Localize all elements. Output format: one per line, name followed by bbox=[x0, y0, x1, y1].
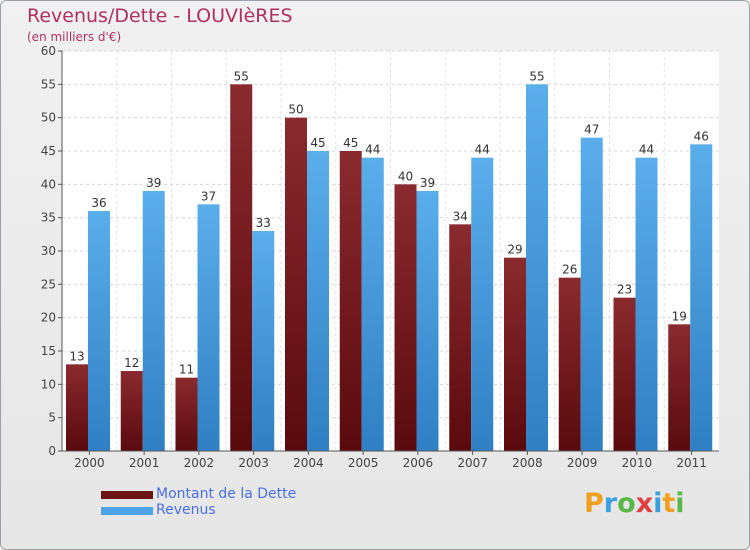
data-label: 44 bbox=[639, 143, 654, 157]
data-label: 55 bbox=[529, 69, 544, 83]
bar-dette bbox=[449, 224, 472, 451]
bar-revenus bbox=[307, 151, 329, 451]
data-label: 39 bbox=[420, 176, 435, 190]
bars-layer bbox=[66, 84, 713, 452]
x-tick-label: 2004 bbox=[293, 456, 324, 470]
data-label: 23 bbox=[617, 283, 632, 297]
x-tick-label: 2002 bbox=[184, 456, 215, 470]
x-tick-label: 2006 bbox=[403, 456, 434, 470]
bar-revenus bbox=[471, 157, 494, 451]
y-tick-label: 5 bbox=[48, 411, 56, 425]
bar-revenus bbox=[526, 84, 548, 451]
bar-dette bbox=[504, 257, 526, 451]
data-label: 36 bbox=[91, 196, 106, 210]
logo-letter: i bbox=[675, 488, 685, 519]
bar-dette bbox=[613, 297, 636, 451]
y-tick-label: 50 bbox=[41, 111, 56, 125]
data-label: 11 bbox=[179, 363, 194, 377]
bar-dette bbox=[558, 277, 581, 451]
bar-revenus bbox=[416, 191, 439, 451]
y-tick-label: 15 bbox=[41, 344, 56, 358]
y-tick-label: 25 bbox=[41, 277, 56, 291]
legend-label-revenus: Revenus bbox=[156, 502, 216, 518]
data-label: 19 bbox=[672, 309, 687, 323]
data-label: 33 bbox=[256, 216, 271, 230]
chart-subtitle: (en milliers d'€) bbox=[27, 30, 122, 44]
x-tick-label: 2005 bbox=[348, 456, 379, 470]
y-tick-label: 20 bbox=[41, 311, 56, 325]
axis-layer: 0 5 10 15 20 25 30 35 40 45 50 55 60 2000 2001 2002 2003… bbox=[41, 44, 719, 470]
x-tick-label: 2008 bbox=[512, 456, 543, 470]
bar-revenus bbox=[252, 231, 275, 451]
bar-dette bbox=[66, 364, 88, 451]
data-label: 44 bbox=[475, 143, 490, 157]
legend-label-dette: Montant de la Dette bbox=[156, 486, 297, 502]
data-label: 55 bbox=[234, 69, 249, 83]
y-tick-label: 60 bbox=[41, 44, 56, 58]
logo-letter: t bbox=[662, 488, 676, 519]
x-tick-label: 2010 bbox=[622, 456, 653, 470]
bar-revenus bbox=[690, 144, 713, 452]
data-label: 29 bbox=[507, 243, 522, 257]
data-label: 45 bbox=[343, 136, 358, 150]
x-tick-label: 2011 bbox=[676, 456, 707, 470]
data-label: 47 bbox=[584, 123, 599, 137]
data-label: 50 bbox=[288, 103, 303, 117]
bar-revenus bbox=[635, 157, 658, 451]
chart-title: Revenus/Dette - LOUVIèRES bbox=[27, 5, 293, 27]
grid-layer bbox=[62, 50, 719, 452]
bar-dette bbox=[339, 151, 362, 451]
bar-dette bbox=[394, 184, 417, 452]
legend-swatch-revenus bbox=[101, 507, 153, 515]
x-tick-label: 2007 bbox=[457, 456, 488, 470]
bar-dette bbox=[668, 324, 691, 451]
data-label: 13 bbox=[69, 349, 84, 363]
data-label: 39 bbox=[146, 176, 161, 190]
logo-letter: P bbox=[584, 488, 604, 519]
bar-revenus bbox=[361, 157, 384, 451]
data-label: 26 bbox=[562, 263, 577, 277]
data-label: 12 bbox=[124, 356, 139, 370]
data-label: 46 bbox=[694, 129, 709, 143]
x-tick-label: 2001 bbox=[129, 456, 160, 470]
logo-letter: r bbox=[603, 488, 618, 519]
labels-layer: 13 36 12 39 11 37 55 33 50 45 45 44 40 39 34 44 29 55 26 47… bbox=[69, 69, 709, 376]
data-label: 37 bbox=[201, 189, 216, 203]
data-label: 44 bbox=[365, 143, 380, 157]
data-label: 40 bbox=[398, 169, 413, 183]
data-label: 34 bbox=[453, 209, 468, 223]
bar-revenus bbox=[197, 204, 220, 451]
x-tick-label: 2000 bbox=[74, 456, 105, 470]
logo-letter: x bbox=[635, 488, 654, 519]
x-tick-label: 2009 bbox=[567, 456, 598, 470]
y-tick-label: 55 bbox=[41, 77, 56, 91]
bar-revenus bbox=[88, 211, 110, 451]
logo-letter: o bbox=[617, 488, 636, 519]
y-tick-label: 40 bbox=[41, 177, 56, 191]
bar-revenus bbox=[580, 137, 603, 451]
bar-dette bbox=[120, 371, 143, 451]
data-label: 45 bbox=[310, 136, 325, 150]
proxiti-logo: Proxiti bbox=[584, 488, 685, 519]
x-tick-label: 2003 bbox=[238, 456, 269, 470]
bar-dette bbox=[175, 377, 198, 451]
y-tick-label: 45 bbox=[41, 144, 56, 158]
bar-dette bbox=[230, 84, 253, 451]
bar-dette bbox=[285, 117, 307, 452]
y-tick-label: 10 bbox=[41, 377, 56, 391]
y-tick-label: 35 bbox=[41, 211, 56, 225]
y-tick-label: 0 bbox=[48, 444, 56, 458]
bar-revenus bbox=[142, 191, 165, 451]
y-tick-label: 30 bbox=[41, 244, 56, 258]
logo-letter: i bbox=[653, 488, 663, 519]
legend-swatch-dette bbox=[101, 491, 153, 499]
